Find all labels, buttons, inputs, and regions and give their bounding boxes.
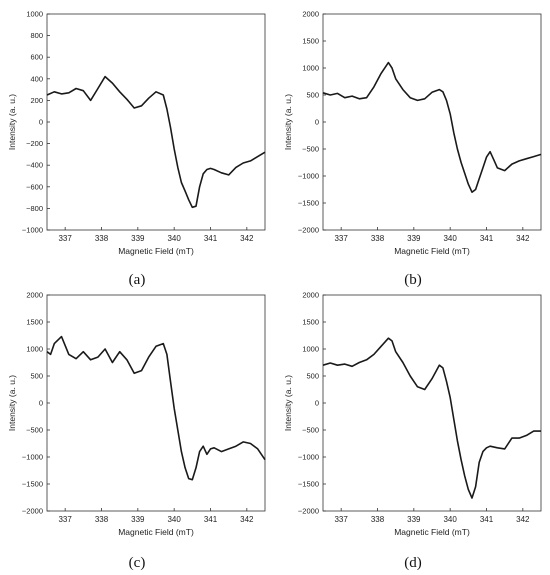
- plot-frame-b: [322, 13, 542, 231]
- chart-panel-a: −1000 −800 −600 −400 −200 0 200 400 600 800 1000 33…: [7, 10, 266, 256]
- x-tick-label-b-4: 341: [480, 234, 494, 243]
- x-tick-label-a-0: 337: [58, 234, 72, 243]
- x-tick-label-b-3: 340: [443, 234, 457, 243]
- y-tick-label-b-7: 1500: [302, 37, 319, 46]
- y-tick-label-a-3: −400: [26, 161, 43, 170]
- x-tick-label-a-2: 339: [131, 234, 145, 243]
- y-tick-label-a-5: 0: [39, 118, 43, 127]
- y-tick-label-c-1: −1500: [22, 480, 43, 489]
- y-tick-label-c-3: −500: [26, 426, 43, 435]
- panel-label-b: (b): [404, 272, 422, 288]
- y-axis-label-b: Intensity (a. u.): [283, 94, 293, 150]
- y-tick-label-c-6: 1000: [26, 345, 43, 354]
- x-tick-label-c-0: 337: [58, 515, 72, 524]
- series-line-a: [46, 75, 266, 209]
- x-tick-label-a-1: 338: [95, 234, 109, 243]
- y-axis-label-c: Intensity (a. u.): [7, 375, 17, 431]
- y-axis-label-d: Intensity (a. u.): [283, 375, 293, 431]
- x-tick-label-a-5: 342: [240, 234, 254, 243]
- y-tick-label-c-5: 500: [30, 372, 43, 381]
- y-tick-label-a-2: −600: [26, 182, 43, 191]
- x-tick-label-d-0: 337: [334, 515, 348, 524]
- y-tick-label-c-4: 0: [39, 399, 43, 408]
- y-tick-label-d-5: 500: [306, 372, 319, 381]
- y-tick-label-b-6: 1000: [302, 64, 319, 73]
- x-axis-label-a: Magnetic Field (mT): [118, 246, 194, 256]
- chart-panel-b: −2000 −1500 −1000 −500 0 500 1000 1500 2000 337 33…: [283, 10, 542, 256]
- x-tick-label-b-5: 342: [516, 234, 530, 243]
- x-tick-label-c-1: 338: [95, 515, 109, 524]
- y-tick-label-d-7: 1500: [302, 318, 319, 327]
- y-tick-label-a-8: 600: [30, 53, 43, 62]
- y-tick-label-d-2: −1000: [298, 453, 319, 462]
- panel-label-a: (a): [128, 272, 146, 288]
- y-tick-label-a-1: −800: [26, 204, 43, 213]
- plot-frame-c: [46, 294, 266, 512]
- y-tick-label-c-0: −2000: [22, 507, 43, 516]
- plot-frame-d: [322, 294, 542, 512]
- y-tick-label-b-4: 0: [315, 118, 319, 127]
- x-axis-label-b: Magnetic Field (mT): [394, 246, 470, 256]
- x-tick-label-d-4: 341: [480, 515, 494, 524]
- y-tick-label-b-8: 2000: [302, 10, 319, 19]
- x-tick-label-c-5: 342: [240, 515, 254, 524]
- y-tick-label-a-10: 1000: [26, 10, 43, 19]
- x-tick-label-b-0: 337: [334, 234, 348, 243]
- x-tick-label-d-5: 342: [516, 515, 530, 524]
- x-tick-label-c-4: 341: [204, 515, 218, 524]
- y-tick-label-b-2: −1000: [298, 172, 319, 181]
- plot-frame-a: [46, 13, 266, 231]
- y-tick-label-d-0: −2000: [298, 507, 319, 516]
- x-axis-label-d: Magnetic Field (mT): [394, 527, 470, 537]
- chart-panel-c: −2000 −1500 −1000 −500 0 500 1000 1500 2000 337 33…: [7, 291, 266, 537]
- x-tick-label-d-1: 338: [371, 515, 385, 524]
- y-axis-label-a: Intensity (a. u.): [7, 94, 17, 150]
- x-tick-label-b-2: 339: [407, 234, 421, 243]
- y-tick-label-d-8: 2000: [302, 291, 319, 300]
- series-line-c: [46, 335, 266, 481]
- x-tick-label-c-3: 340: [167, 515, 181, 524]
- y-tick-label-d-6: 1000: [302, 345, 319, 354]
- y-tick-label-b-0: −2000: [298, 226, 319, 235]
- y-tick-label-a-4: −200: [26, 139, 43, 148]
- y-tick-label-d-1: −1500: [298, 480, 319, 489]
- y-tick-label-a-6: 200: [30, 96, 43, 105]
- y-tick-label-a-9: 800: [30, 31, 43, 40]
- panel-label-d: (d): [404, 555, 422, 571]
- x-tick-label-c-2: 339: [131, 515, 145, 524]
- chart-panel-d: −2000 −1500 −1000 −500 0 500 1000 1500 2000 337 33…: [283, 291, 542, 537]
- y-tick-label-a-0: −1000: [22, 226, 43, 235]
- y-tick-label-a-7: 400: [30, 74, 43, 83]
- series-line-b: [322, 61, 542, 193]
- x-tick-label-d-2: 339: [407, 515, 421, 524]
- y-tick-label-d-4: 0: [315, 399, 319, 408]
- y-tick-label-c-2: −1000: [22, 453, 43, 462]
- x-tick-label-a-4: 341: [204, 234, 218, 243]
- series-line-d: [322, 337, 541, 499]
- x-tick-label-b-1: 338: [371, 234, 385, 243]
- y-tick-label-b-1: −1500: [298, 199, 319, 208]
- y-tick-label-d-3: −500: [302, 426, 319, 435]
- y-tick-label-c-7: 1500: [26, 318, 43, 327]
- y-tick-label-b-3: −500: [302, 145, 319, 154]
- x-axis-label-c: Magnetic Field (mT): [118, 527, 194, 537]
- y-tick-label-c-8: 2000: [26, 291, 43, 300]
- x-tick-label-d-3: 340: [443, 515, 457, 524]
- panel-label-c: (c): [128, 555, 146, 571]
- y-tick-label-b-5: 500: [306, 91, 319, 100]
- x-tick-label-a-3: 340: [167, 234, 181, 243]
